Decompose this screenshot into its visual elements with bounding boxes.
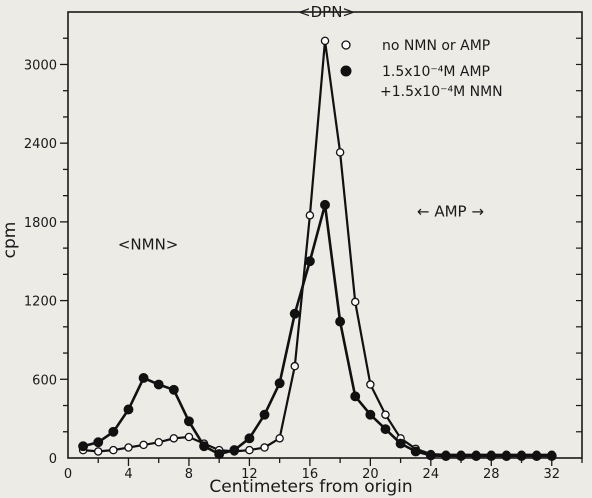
x-axis-label: Centimeters from origin [209,477,412,497]
data-point-filled [335,316,346,327]
data-point-filled [214,449,225,460]
x-tick-label: 0 [64,467,72,482]
plot-frame [67,11,583,459]
data-point-open [139,440,148,450]
data-point-open [350,297,360,307]
x-tick-label: 32 [543,467,560,482]
annotation-label: <DPN> [298,3,355,21]
data-point-open [154,438,163,447]
data-point-filled [123,404,134,415]
y-tick-label: 3000 [24,58,57,73]
data-point-filled [274,378,285,389]
data-point-filled [183,416,194,427]
data-point-open [245,445,254,455]
legend-marker-open [341,40,351,50]
data-point-filled [304,256,315,267]
data-point-filled [289,308,300,319]
legend-label: +1.5x10⁻⁴M NMN [380,84,503,100]
legend-label: 1.5x10⁻⁴M AMP [382,64,490,80]
data-point-filled [229,445,240,456]
x-tick-label: 4 [124,467,132,482]
data-point-open [124,443,133,452]
x-tick-label: 16 [302,467,319,482]
data-point-filled [93,437,104,448]
data-point-filled [471,451,482,461]
y-tick-label: 0 [49,452,57,467]
data-point-filled [320,199,330,210]
data-point-open [335,148,345,157]
data-point-filled [486,451,497,461]
data-point-open [109,445,118,455]
data-point-open [275,434,284,443]
x-tick-label: 28 [483,467,500,482]
x-tick-label: 24 [423,467,440,482]
data-point-filled [138,373,149,383]
data-point-filled [153,379,164,390]
data-point-filled [546,451,557,461]
data-point-open [260,443,269,452]
y-tick-label: 2400 [24,137,57,152]
data-point-filled [365,409,376,420]
data-point-filled [259,409,270,420]
data-point-filled [501,451,512,461]
data-point-open [366,380,375,389]
data-point-filled [395,438,406,449]
legend-marker-filled [340,65,352,77]
annotation-label: ← AMP → [417,203,484,221]
data-point-filled [440,451,451,461]
annotation-label: <NMN> [118,235,179,253]
annotations: <DPN> <NMN> ← AMP → [118,3,484,253]
data-point-filled [350,391,361,402]
data-point-filled [410,446,421,457]
data-point-filled [516,451,527,461]
data-point-filled [380,424,391,435]
data-point-open [169,434,179,443]
series-layer [78,36,557,461]
data-point-open [305,211,315,220]
x-tick-label: 8 [185,467,193,482]
y-tick-label: 1800 [24,216,57,231]
data-point-filled [456,451,467,461]
x-tick-label: 12 [241,467,258,482]
x-tick-label: 20 [362,467,379,482]
data-point-filled [425,450,436,461]
data-point-open [381,410,390,419]
data-point-open [320,36,330,46]
data-point-filled [78,441,89,452]
data-point-filled [531,451,542,461]
legend: no NMN or AMP 1.5x10⁻⁴M AMP +1.5x10⁻⁴M NMN [340,38,503,100]
data-point-filled [168,384,179,395]
y-tick-label: 1200 [24,295,57,310]
data-point-filled [199,441,210,452]
y-axis-label: cpm [0,222,20,259]
data-point-open [184,432,194,442]
legend-label: no NMN or AMP [382,38,490,54]
data-point-filled [244,433,255,444]
data-point-open [93,447,103,456]
y-tick-label: 600 [32,373,57,388]
data-point-filled [108,426,119,437]
data-point-open [290,361,300,371]
